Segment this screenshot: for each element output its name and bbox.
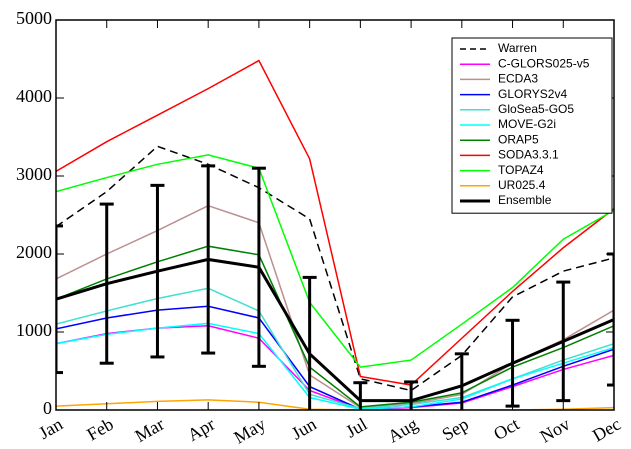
x-tick-label: Jan (35, 414, 66, 443)
legend-label: GloSea5-GO5 (498, 102, 574, 116)
error-bar (353, 381, 368, 410)
error-bar (556, 280, 571, 403)
error-bar (99, 202, 114, 365)
y-tick-label: 0 (43, 398, 52, 418)
legend-label: C-GLORS025-v5 (498, 56, 590, 70)
plot-frame (55, 19, 615, 411)
legend-label: Ensemble (498, 193, 552, 207)
legend-label: MOVE-G2i (498, 117, 556, 131)
series-line (56, 154, 614, 368)
plot-area (56, 59, 614, 410)
legend-label: Warren (498, 41, 537, 55)
x-tick-label: Feb (83, 414, 116, 444)
error-bar (56, 224, 63, 375)
x-tick-label: Nov (536, 414, 573, 444)
x-tick-label: Oct (490, 414, 523, 444)
x-tick-label: May (230, 414, 269, 444)
legend-label: GLORYS2v4 (498, 87, 567, 101)
x-tick-label: Jun (288, 414, 320, 444)
x-tick-label: Aug (384, 414, 421, 444)
series-line (56, 59, 614, 386)
legend-label: SODA3.3.1 (498, 148, 559, 162)
series-line (56, 325, 614, 410)
x-tick-label: Sep (438, 414, 471, 444)
y-tick-label: 3000 (16, 164, 52, 184)
series-line (56, 305, 614, 410)
legend-label: TOPAZ4 (498, 163, 544, 177)
series-line (56, 322, 614, 410)
error-bar (505, 318, 520, 408)
legend-label: UR025.4 (498, 178, 546, 192)
series-line (56, 257, 614, 403)
error-bar (201, 164, 216, 355)
series-line (56, 145, 614, 392)
y-tick-label: 2000 (16, 242, 52, 262)
x-tick-label: Dec (589, 414, 624, 444)
y-tick-label: 5000 (16, 8, 52, 28)
legend-label: ECDA3 (498, 72, 538, 86)
error-bar (404, 380, 419, 410)
series-line (56, 245, 614, 408)
y-tick-label: 4000 (16, 86, 52, 106)
error-bar (150, 183, 165, 359)
legend-label: ORAP5 (498, 132, 539, 146)
x-tick-label: Mar (132, 414, 168, 444)
x-tick-label: Jul (342, 414, 370, 442)
x-tick-label: Apr (184, 414, 218, 444)
error-bar (251, 166, 266, 368)
y-tick-label: 1000 (16, 320, 52, 340)
